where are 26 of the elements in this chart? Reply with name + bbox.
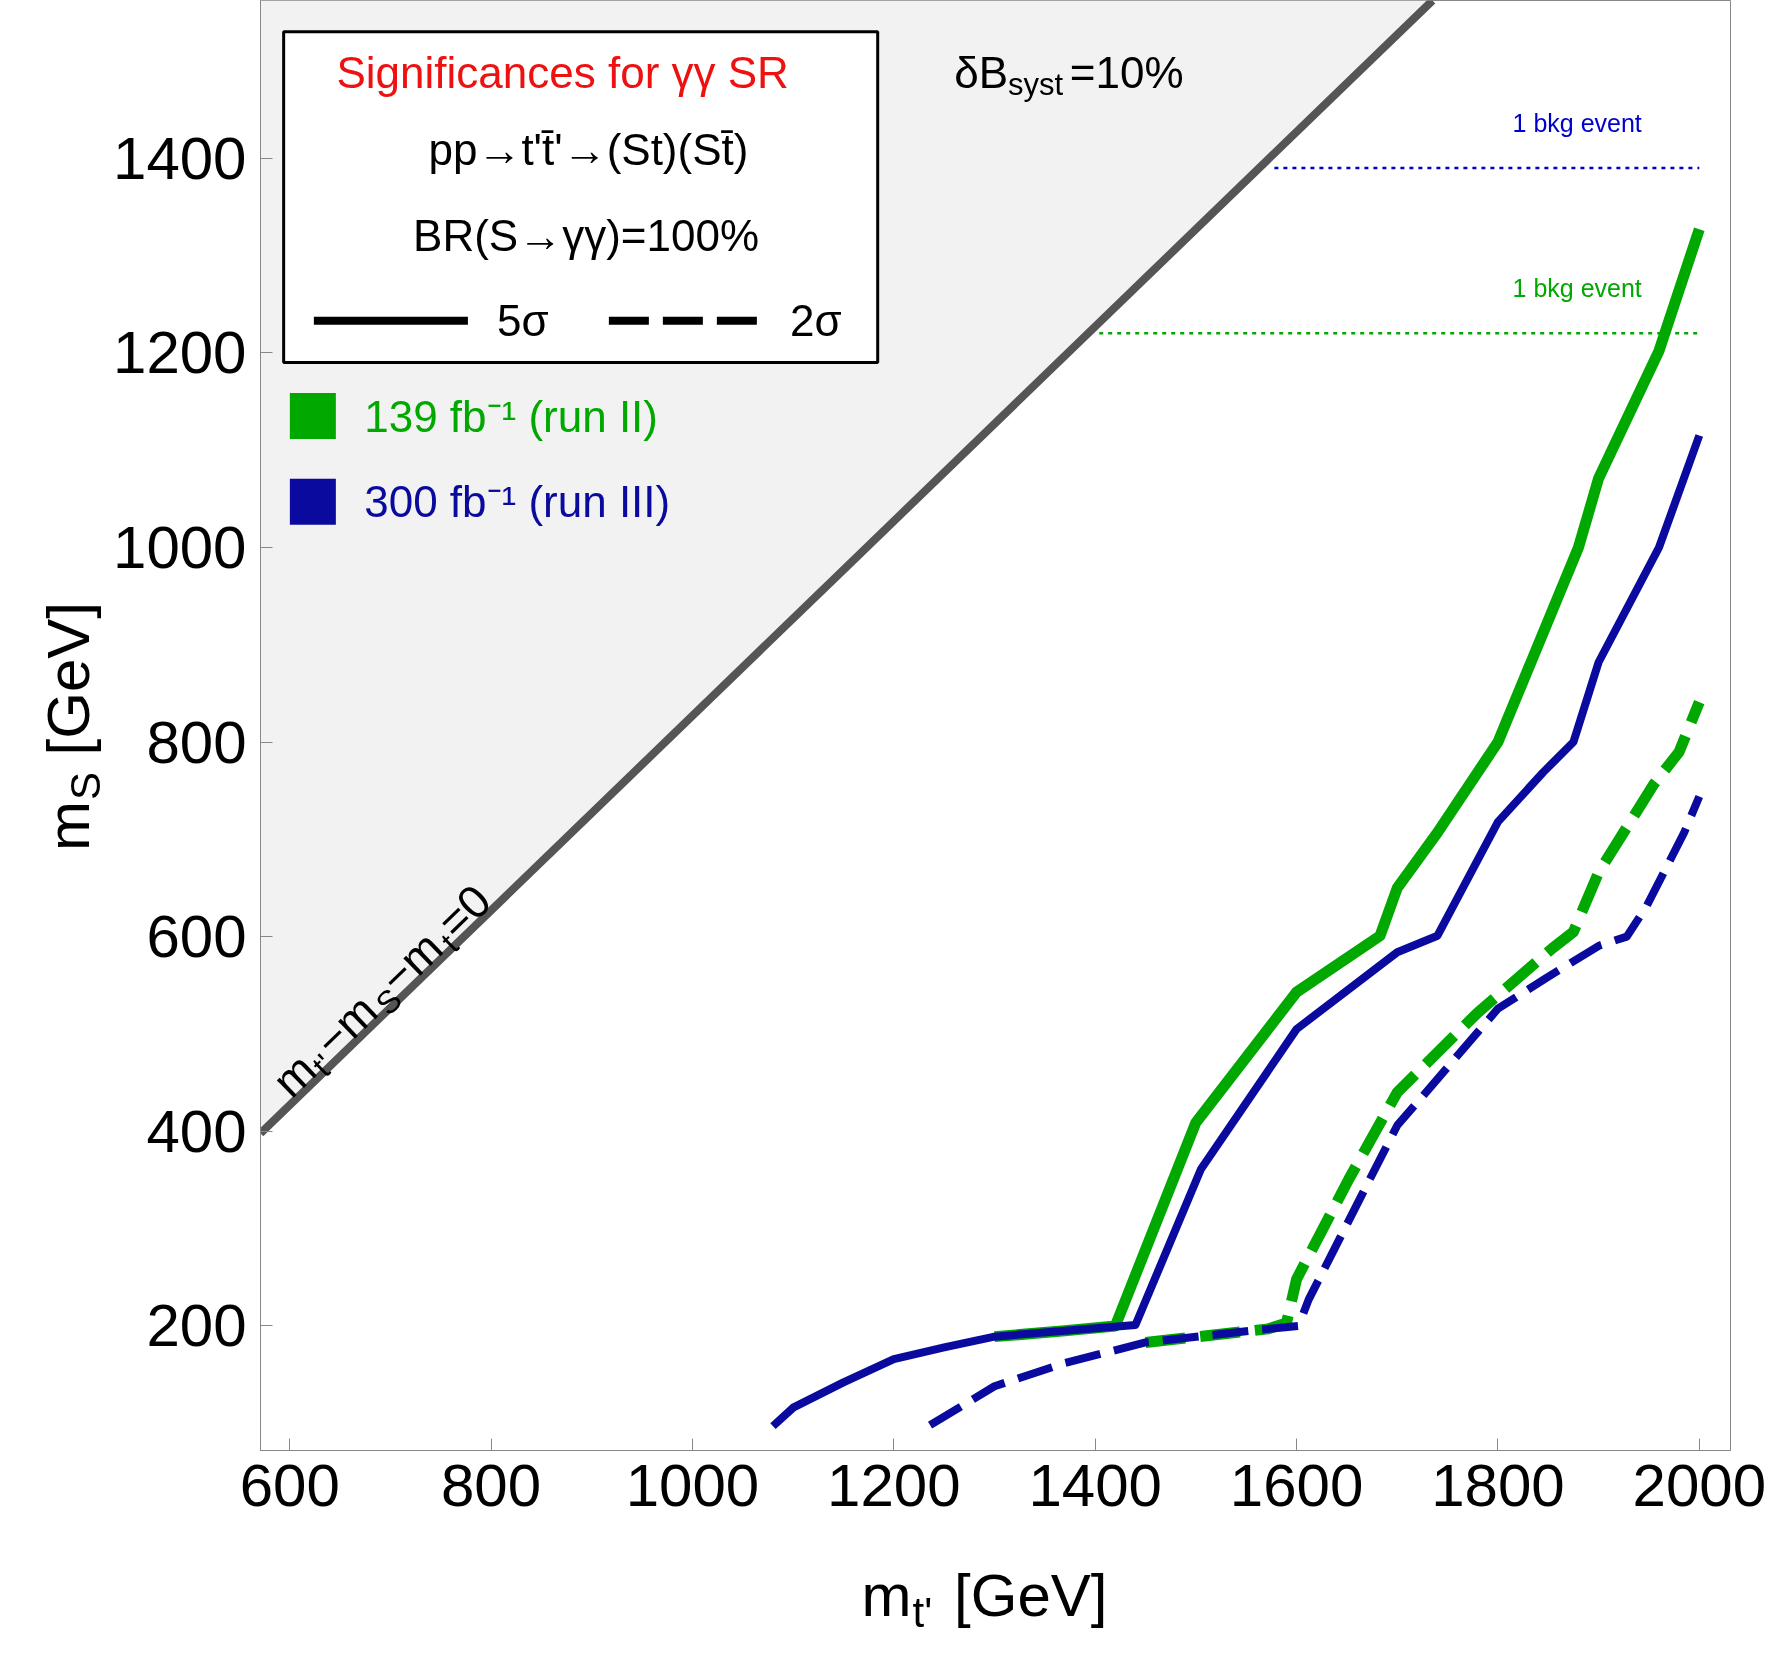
y-tick-label: 800 — [146, 708, 247, 776]
y-tick-label: 600 — [146, 903, 247, 971]
y-axis-title: mS [GeV] — [35, 602, 109, 851]
x-tick-label: 1000 — [625, 1451, 760, 1519]
annotation: mt'−mS−mt=0 — [262, 874, 501, 1108]
annotation: BR(S→γγ)=100% — [413, 210, 760, 260]
annotation: pp→t't̄'→(St)(St̄) — [428, 124, 749, 174]
x-tick-label: 600 — [239, 1451, 340, 1519]
x-tick-label: 1400 — [1028, 1451, 1162, 1519]
text: Significances for γγ SR — [336, 48, 789, 98]
legend-label: 300 fb⁻¹ (run III) — [364, 477, 671, 527]
legend-label: 139 fb⁻¹ (run II) — [364, 391, 658, 441]
x-tick-label: 1800 — [1431, 1451, 1565, 1519]
series-label: 1 bkg event — [1512, 274, 1642, 303]
x-tick-label: 2000 — [1632, 1451, 1767, 1519]
x-tick-label: 800 — [441, 1451, 542, 1519]
annotation: 5σ — [497, 296, 549, 346]
series-label: 1 bkg event — [1512, 108, 1642, 137]
y-tick-label: 1400 — [113, 124, 247, 192]
y-tick-label: 1200 — [113, 319, 247, 387]
y-tick-label: 1000 — [113, 513, 247, 581]
x-tick-label: 1600 — [1229, 1451, 1364, 1519]
x-tick-label: 1200 — [827, 1451, 961, 1519]
annotation: 2σ — [790, 296, 842, 346]
y-tick-label: 200 — [146, 1292, 247, 1360]
y-tick-label: 400 — [146, 1097, 247, 1165]
